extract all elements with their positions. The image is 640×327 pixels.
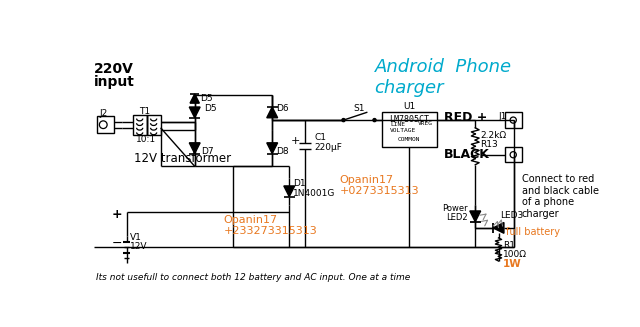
Text: 10:1: 10:1	[136, 135, 156, 144]
Text: 220V: 220V	[94, 62, 134, 76]
Text: 1W: 1W	[503, 259, 522, 269]
Bar	[382, 112, 436, 147]
Text: Power: Power	[442, 204, 467, 213]
Text: VREG: VREG	[418, 121, 433, 126]
Text: Opanin17: Opanin17	[340, 175, 394, 185]
Text: COMMON: COMMON	[398, 137, 420, 142]
Circle shape	[342, 119, 345, 122]
Text: V1: V1	[131, 232, 142, 242]
Bar	[505, 112, 522, 128]
Bar	[505, 147, 522, 163]
Polygon shape	[189, 107, 200, 118]
Text: Android  Phone: Android Phone	[374, 59, 511, 77]
Text: LED2: LED2	[446, 213, 467, 222]
Text: D7: D7	[201, 147, 214, 156]
Polygon shape	[470, 211, 481, 222]
Circle shape	[373, 119, 376, 122]
Text: +: +	[291, 136, 300, 146]
Text: D8: D8	[276, 147, 289, 156]
Polygon shape	[493, 222, 504, 233]
Text: D5: D5	[200, 94, 212, 103]
Text: +233273315313: +233273315313	[223, 226, 317, 236]
Text: J1: J1	[499, 112, 507, 121]
Text: RED +: RED +	[444, 111, 488, 124]
Text: −: −	[112, 237, 122, 250]
Text: R1: R1	[503, 241, 515, 250]
Text: 1N4001G: 1N4001G	[293, 189, 335, 198]
Text: D5: D5	[204, 104, 216, 113]
Polygon shape	[267, 143, 278, 154]
Text: input: input	[94, 76, 135, 89]
Polygon shape	[189, 143, 200, 154]
Text: Opanin17: Opanin17	[223, 215, 278, 225]
Text: U1: U1	[403, 102, 415, 111]
Text: +0273315313: +0273315313	[340, 186, 419, 196]
Text: charger: charger	[374, 79, 444, 97]
Text: +: +	[112, 208, 122, 221]
Text: 12V: 12V	[131, 242, 148, 251]
Text: Its not usefull to connect both 12 battery and AC input. One at a time: Its not usefull to connect both 12 batte…	[95, 273, 410, 283]
Text: J2: J2	[99, 109, 108, 118]
Bar	[97, 116, 114, 133]
Text: C1: C1	[314, 133, 326, 142]
Bar	[147, 115, 161, 135]
Text: LED3: LED3	[500, 211, 524, 220]
Text: Connect to red
and black cable
of a phone
charger: Connect to red and black cable of a phon…	[522, 174, 599, 219]
Text: 220μF: 220μF	[314, 143, 342, 151]
Text: R13: R13	[480, 140, 498, 149]
Polygon shape	[267, 107, 278, 118]
Polygon shape	[284, 186, 294, 197]
Text: full battery: full battery	[506, 227, 560, 237]
Text: VOLTAGE: VOLTAGE	[390, 128, 416, 133]
Text: D1: D1	[293, 179, 306, 188]
Text: 12V transformer: 12V transformer	[134, 152, 232, 165]
Text: S1: S1	[353, 104, 365, 113]
Text: 2.2kΩ: 2.2kΩ	[480, 131, 506, 140]
Text: 100Ω: 100Ω	[503, 250, 527, 259]
Bar	[132, 115, 147, 135]
Text: D6: D6	[276, 104, 289, 113]
Text: LINE: LINE	[390, 122, 405, 127]
Text: BLACK: BLACK	[444, 148, 490, 161]
Text: T1: T1	[139, 107, 150, 116]
Text: LM7805CT: LM7805CT	[389, 115, 429, 125]
Polygon shape	[190, 94, 199, 103]
